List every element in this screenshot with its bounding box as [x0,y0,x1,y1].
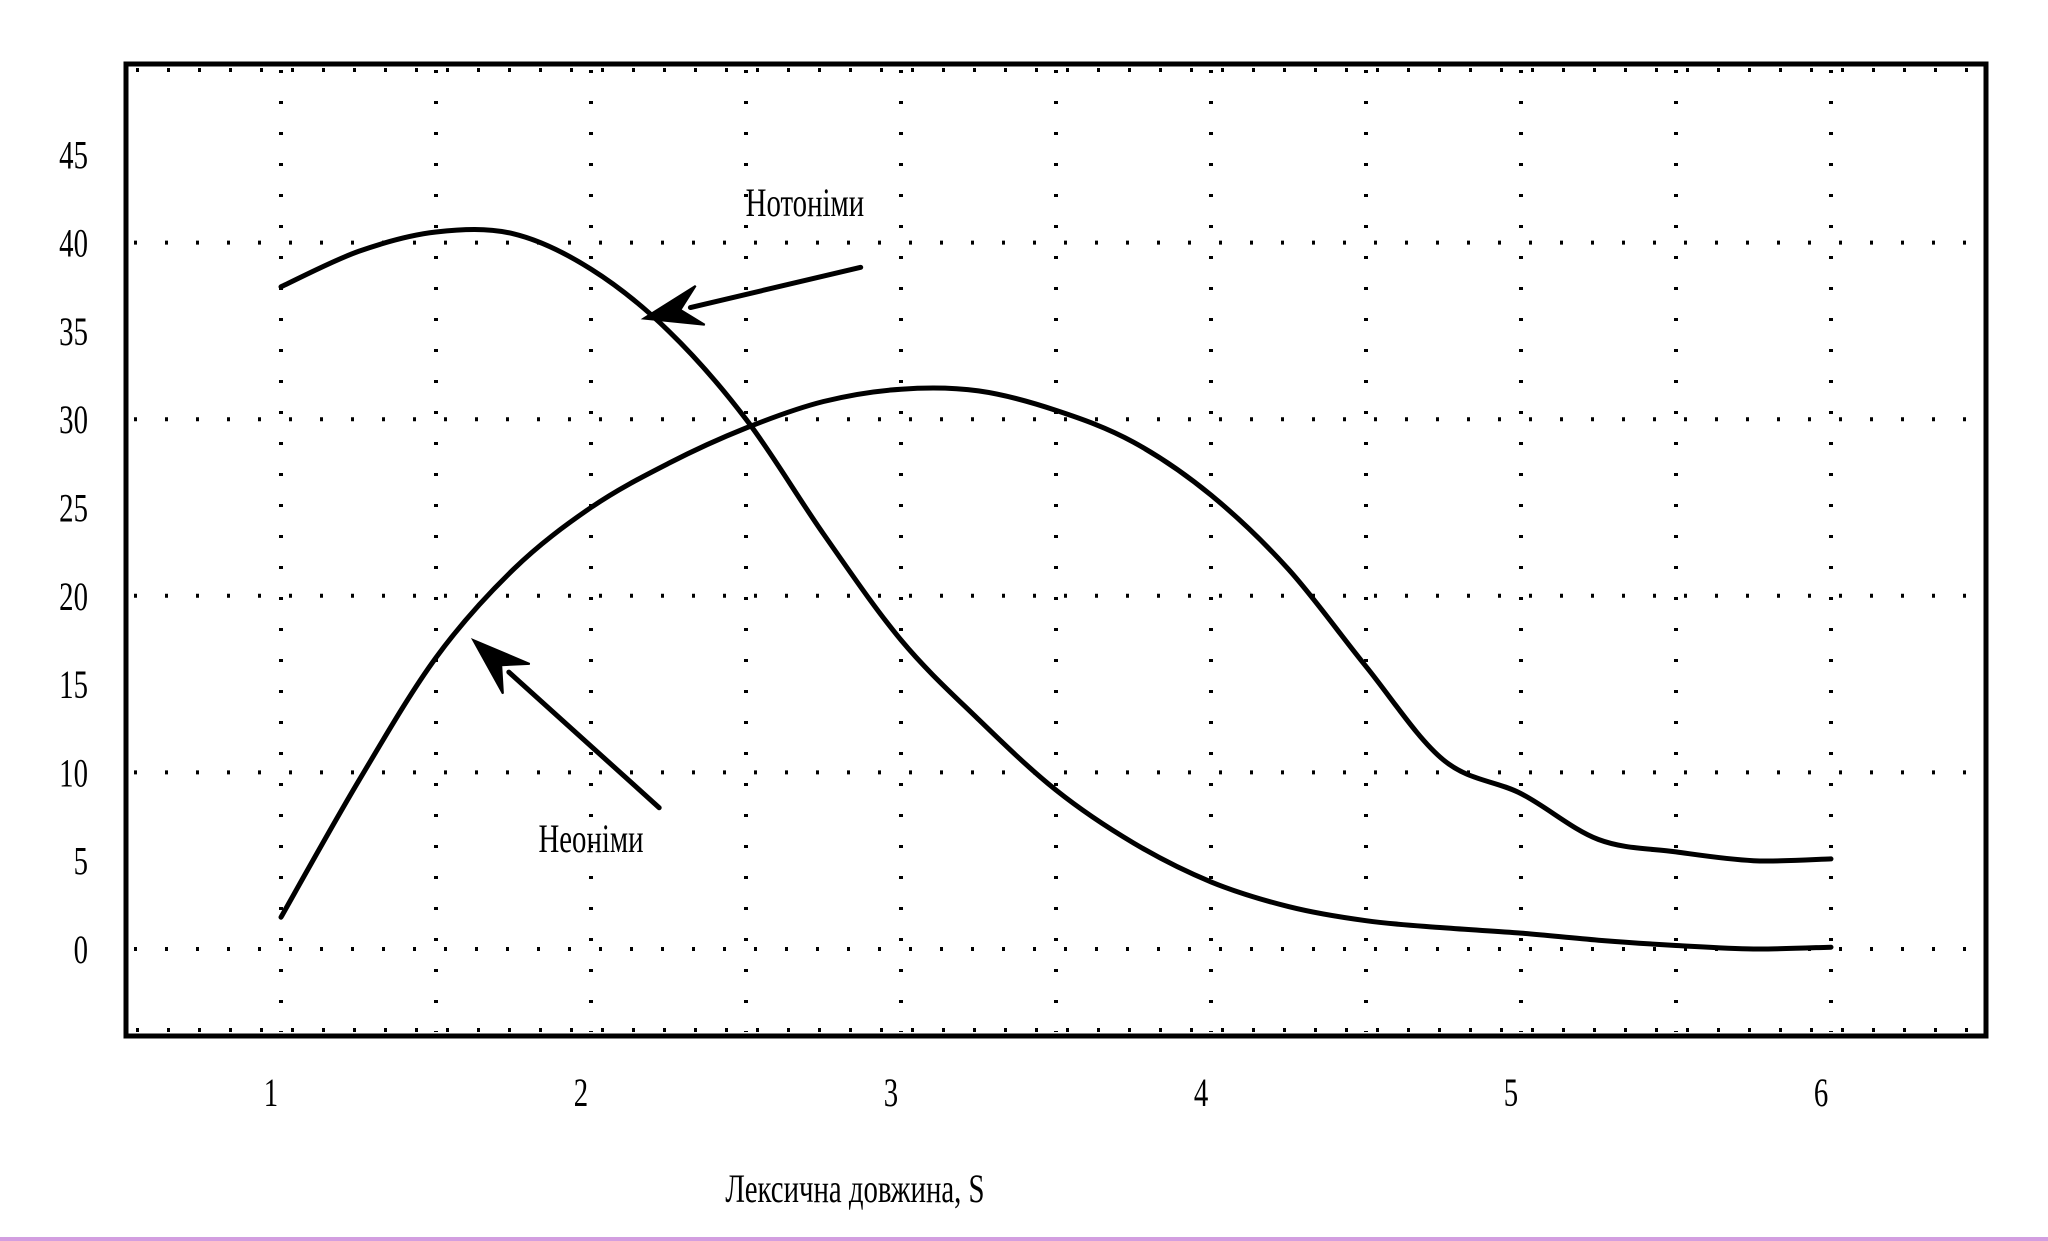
annotation-label-neonimy: Неоніми [538,816,643,861]
y-tick-label: 0 [74,927,88,972]
frame-ticks [136,68,1980,1032]
x-tick-label: 1 [264,1070,278,1115]
y-tick-label: 25 [59,486,88,531]
series-group [278,227,1834,952]
annotation-arrow-neonimy [506,669,662,811]
series-line-notonimy [278,227,1834,952]
x-tick-labels: 1 2 3 4 5 6 [264,1070,1828,1115]
x-tick-label: 6 [1814,1070,1828,1115]
bottom-rule [0,1237,2048,1241]
arrow-head-neonimy [470,637,531,695]
annotation-arrow-notonimy [687,264,864,311]
x-axis-title: Лексична довжина, S [725,1166,984,1211]
annotation-label-notonimy: Нотоніми [746,181,864,226]
x-tick-label: 5 [1504,1070,1518,1115]
plot-frame [123,61,1989,1039]
y-tick-label: 10 [59,751,88,796]
y-tick-label: 45 [59,133,88,178]
annotation-group: Нотоніми Неоніми [470,181,864,861]
series-line-neonimy [278,385,1834,920]
arrow-head-notonimy [640,284,706,326]
y-tick-label: 40 [59,221,88,266]
y-tick-label: 15 [59,663,88,708]
x-tick-label: 2 [574,1070,588,1115]
grid-lines [134,70,1982,1032]
y-tick-label: 30 [59,398,88,443]
y-tick-label: 20 [59,574,88,619]
y-tick-label: 5 [74,839,88,884]
y-tick-label: 35 [59,309,88,354]
y-tick-labels: 0 5 10 15 20 25 30 35 40 45 [59,133,88,972]
x-tick-label: 3 [884,1070,898,1115]
x-tick-label: 4 [1194,1070,1208,1115]
